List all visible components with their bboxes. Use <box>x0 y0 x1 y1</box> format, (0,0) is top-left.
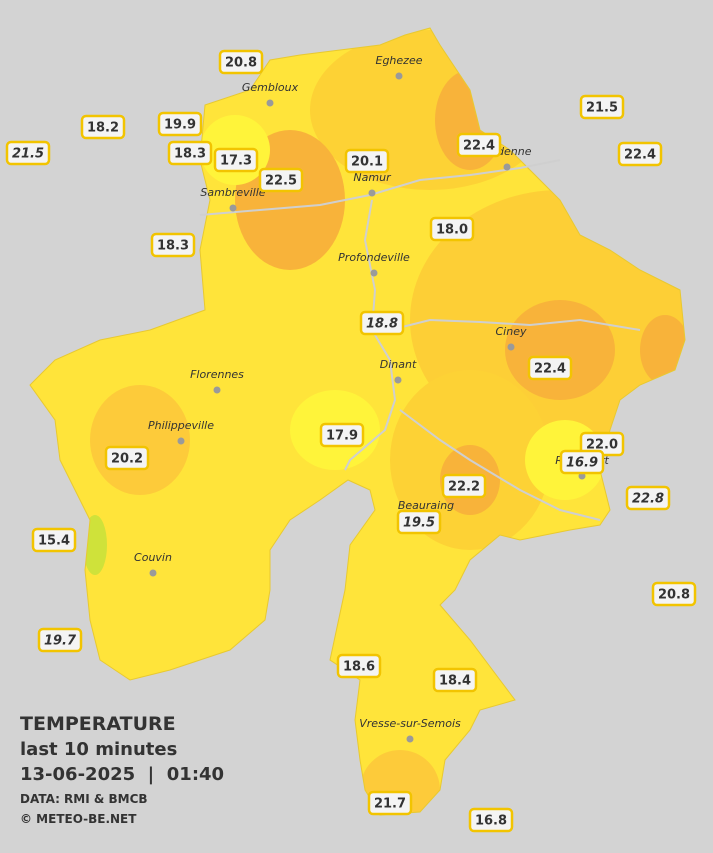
legend-subtitle: last 10 minutes <box>20 739 177 760</box>
station-value: 21.7 <box>374 797 406 812</box>
legend-datetime: 13-06-2025 | 01:40 <box>20 764 224 785</box>
station-value: 22.8 <box>632 492 664 507</box>
station-value: 22.4 <box>534 362 566 377</box>
town-label: Profondeville <box>338 251 410 264</box>
station-box <box>258 167 304 193</box>
town-dot <box>370 269 378 277</box>
station-value: 18.8 <box>366 317 398 332</box>
town-label: Eghezee <box>376 54 423 67</box>
station-box <box>37 627 83 653</box>
station-value: 17.9 <box>326 429 358 444</box>
town-dot <box>149 569 157 577</box>
town-dot <box>368 189 376 197</box>
station-box <box>344 148 390 174</box>
station-value: 18.3 <box>174 147 206 162</box>
station-value: 19.7 <box>44 634 77 649</box>
station-value: 16.8 <box>475 814 507 829</box>
town-label: Beauraing <box>398 499 454 512</box>
station-box <box>456 132 502 158</box>
station-value: 19.9 <box>164 118 196 133</box>
station-value: 21.5 <box>586 101 618 116</box>
station-box <box>527 355 573 381</box>
legend-source: DATA: RMI & BMCB <box>20 792 148 806</box>
rivers <box>199 159 641 521</box>
station-value: 18.0 <box>436 223 468 238</box>
station-value: 17.3 <box>220 154 252 169</box>
station-box <box>80 114 126 140</box>
station-box <box>319 422 365 448</box>
station-value: 22.0 <box>586 438 618 453</box>
town-label: Gembloux <box>242 81 299 94</box>
station-box <box>336 653 382 679</box>
town-label: Dinant <box>380 358 417 371</box>
station-box <box>579 94 625 120</box>
station-value: 19.5 <box>403 516 435 531</box>
town-dot <box>229 204 237 212</box>
station-value: 20.8 <box>225 56 257 71</box>
town-label: Sambreville <box>200 186 265 199</box>
station-box <box>625 485 671 511</box>
station-value: 20.1 <box>351 155 383 170</box>
station-box <box>559 449 605 475</box>
station-value: 22.4 <box>624 148 656 163</box>
station-box <box>157 111 203 137</box>
station-box <box>359 310 405 336</box>
station-box <box>617 141 663 167</box>
town-label: Philippeville <box>148 419 214 432</box>
station-value: 16.9 <box>566 456 598 471</box>
station-box <box>429 216 475 242</box>
station-box <box>367 790 413 816</box>
station-box <box>5 140 51 166</box>
town-dot <box>213 386 221 394</box>
station-value: 18.4 <box>439 674 471 689</box>
town-dot <box>503 163 511 171</box>
legend-credit: © METEO-BE.NET <box>20 812 137 826</box>
station-box <box>167 140 213 166</box>
station-value: 22.4 <box>463 139 495 154</box>
town-label: Namur <box>353 171 392 184</box>
station-box <box>31 527 77 553</box>
station-box <box>150 232 196 258</box>
station-value: 18.6 <box>343 660 375 675</box>
station-value: 18.2 <box>87 121 119 136</box>
town-dot <box>507 343 515 351</box>
station-box <box>441 473 487 499</box>
station-box <box>432 667 478 693</box>
station-box <box>651 581 697 607</box>
station-value: 20.8 <box>658 588 690 603</box>
station-value: 15.4 <box>38 534 70 549</box>
station-value: 20.2 <box>111 452 143 467</box>
town-label: Florennes <box>190 368 244 381</box>
town-dot <box>406 735 414 743</box>
town-label: Vresse-sur-Semois <box>359 717 461 730</box>
town-dot <box>177 437 185 445</box>
station-box <box>104 445 150 471</box>
legend-title: TEMPERATURE <box>20 713 176 735</box>
town-label: Couvin <box>134 551 172 564</box>
station-box <box>468 807 514 833</box>
station-box <box>213 147 259 173</box>
town-dot <box>395 72 403 80</box>
station-value: 22.2 <box>448 480 480 495</box>
town-dot <box>266 99 274 107</box>
town-dot <box>394 376 402 384</box>
town-label: Ciney <box>496 325 527 338</box>
station-value: 21.5 <box>12 147 44 162</box>
station-box <box>396 509 442 535</box>
station-value: 22.5 <box>265 174 297 189</box>
station-box <box>218 49 264 75</box>
station-value: 18.3 <box>157 239 189 254</box>
